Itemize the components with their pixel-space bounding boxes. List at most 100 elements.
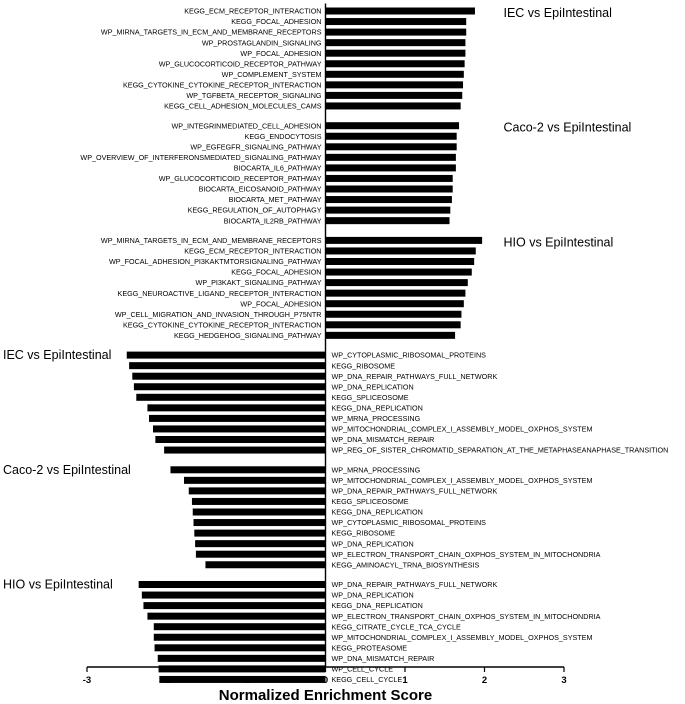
bar xyxy=(153,623,326,631)
bar xyxy=(325,206,451,214)
bar xyxy=(325,174,453,182)
bar-label: KEGG_CYTOKINE_CYTOKINE_RECEPTOR_INTERACT… xyxy=(123,80,322,89)
bar-label: KEGG_PROTEASOME xyxy=(332,643,408,652)
bar xyxy=(325,18,467,26)
group-title: IEC vs EpiIntestinal xyxy=(504,6,612,20)
bar xyxy=(170,466,326,474)
bar-label: WP_MIRNA_TARGETS_IN_ECM_AND_MEMBRANE_REC… xyxy=(101,28,322,37)
bar xyxy=(205,561,326,569)
bar xyxy=(325,268,472,276)
bar-label: KEGG_RIBOSOME xyxy=(332,361,396,370)
bar xyxy=(325,217,450,225)
bar xyxy=(325,153,456,161)
bar xyxy=(191,497,326,505)
bar-label: WP_TGFBETA_RECEPTOR_SIGNALING xyxy=(186,91,322,100)
x-tick-label: -3 xyxy=(83,675,91,686)
group-title: HIO vs EpiIntestinal xyxy=(504,235,614,249)
bar-label: KEGG_ECM_RECEPTOR_INTERACTION xyxy=(184,247,321,256)
bar xyxy=(325,196,452,204)
bar xyxy=(129,362,326,370)
bar-label: KEGG_SPLICEOSOME xyxy=(332,497,409,506)
bar-label: KEGG_FOCAL_ADHESION xyxy=(231,268,321,277)
bar-label: WP_COMPLEMENT_SYSTEM xyxy=(222,70,322,79)
bar-label: WP_DNA_REPLICATION xyxy=(332,382,414,391)
bar xyxy=(325,39,466,47)
bar xyxy=(192,508,326,516)
bar-label: KEGG_CELL_ADHESION_MOLECULES_CAMS xyxy=(164,102,322,111)
bar-label: WP_MITOCHONDRIAL_COMPLEX_I_ASSEMBLY_MODE… xyxy=(332,425,593,434)
bar-label: WP_MITOCHONDRIAL_COMPLEX_I_ASSEMBLY_MODE… xyxy=(332,633,593,642)
bar-label: WP_PI3KAKT_SIGNALING_PATHWAY xyxy=(196,278,322,287)
bar-label: WP_CELL_MIGRATION_AND_INVASION_THROUGH_P… xyxy=(115,310,322,319)
bar-label: WP_DNA_MISMATCH_REPAIR xyxy=(332,435,435,444)
bar-label: KEGG_DNA_REPLICATION xyxy=(332,508,423,517)
bar xyxy=(325,310,462,318)
bar xyxy=(325,143,457,151)
bar-label: WP_FOCAL_ADHESION_PI3KAKTMTORSIGNALING_P… xyxy=(109,257,322,266)
bar xyxy=(155,436,326,443)
bar xyxy=(183,476,326,484)
bar-label: WP_ELECTRON_TRANSPORT_CHAIN_OXPHOS_SYSTE… xyxy=(332,612,601,621)
bar xyxy=(325,7,475,15)
bar xyxy=(325,91,463,99)
x-tick-label: 2 xyxy=(482,675,487,686)
bar-label: BIOCARTA_MET_PATHWAY xyxy=(229,195,322,204)
bar-label: WP_GLUCOCORTICOID_RECEPTOR_PATHWAY xyxy=(159,59,322,68)
bar xyxy=(325,247,476,255)
group-title: HIO vs EpiIntestinal xyxy=(3,578,113,592)
bar-label: WP_FOCAL_ADHESION xyxy=(240,49,321,58)
bar-label: WP_DNA_REPAIR_PATHWAYS_FULL_NETWORK xyxy=(332,580,498,589)
bar-label: WP_CYTOPLASMIC_RIBOSOMAL_PROTEINS xyxy=(332,518,487,527)
bar xyxy=(133,383,326,391)
x-tick-label: -2 xyxy=(162,675,170,686)
group-title: Caco-2 vs EpiIntestinal xyxy=(504,121,632,135)
bar xyxy=(154,644,326,652)
bar xyxy=(325,122,460,130)
x-axis-title: Normalized Enrichment Score xyxy=(219,687,432,704)
bar xyxy=(325,132,457,140)
bar xyxy=(157,654,326,662)
bar xyxy=(195,540,326,548)
bar-label: KEGG_REGULATION_OF_AUTOPHAGY xyxy=(188,206,322,215)
bar xyxy=(147,612,326,620)
bar-label: WP_PROSTAGLANDIN_SIGNALING xyxy=(202,38,322,47)
bar xyxy=(147,404,326,412)
bar xyxy=(195,550,326,558)
bar xyxy=(194,529,326,537)
bar-label: KEGG_CYTOKINE_CYTOKINE_RECEPTOR_INTERACT… xyxy=(123,320,322,329)
x-tick-label: 1 xyxy=(402,675,408,686)
bar-label: WP_DNA_REPAIR_PATHWAYS_FULL_NETWORK xyxy=(332,372,498,381)
bar xyxy=(325,164,456,172)
bar xyxy=(141,591,326,599)
bar xyxy=(325,300,464,308)
bar xyxy=(153,633,326,641)
bar-label: WP_DNA_REPAIR_PATHWAYS_FULL_NETWORK xyxy=(332,487,498,496)
bar xyxy=(325,60,465,68)
bar-label: KEGG_CITRATE_CYCLE_TCA_CYCLE xyxy=(332,622,461,631)
bar-label: WP_CELL_CYCLE xyxy=(332,665,394,674)
bar xyxy=(325,321,461,329)
bar-label: WP_OVERVIEW_OF_INTERFERONSMEDIATED_SIGNA… xyxy=(80,153,321,162)
bar-label: BIOCARTA_IL2RB_PATHWAY xyxy=(224,216,322,225)
bar xyxy=(325,70,464,78)
bar xyxy=(158,665,326,673)
bar-label: KEGG_DNA_REPLICATION xyxy=(332,601,423,610)
group-title: IEC vs EpiIntestinal xyxy=(3,348,111,362)
bar xyxy=(126,351,326,359)
bar xyxy=(188,487,326,495)
bar xyxy=(325,28,467,36)
bar xyxy=(132,372,326,380)
bar-label: KEGG_HEDGEHOG_SIGNALING_PATHWAY xyxy=(174,331,322,340)
bar xyxy=(325,49,466,57)
bar-label: KEGG_AMINOACYL_TRNA_BIOSYNTHESIS xyxy=(332,560,480,569)
bar-label: BIOCARTA_EICOSANOID_PATHWAY xyxy=(199,185,322,194)
bar-label: WP_DNA_MISMATCH_REPAIR xyxy=(332,654,435,663)
bar-label: KEGG_ECM_RECEPTOR_INTERACTION xyxy=(184,7,321,16)
bar xyxy=(325,289,466,297)
bar xyxy=(152,425,326,433)
x-tick-label: -1 xyxy=(242,675,251,686)
bar-label: KEGG_ENDOCYTOSIS xyxy=(245,132,322,141)
bar-label: WP_GLUCOCORTICOID_RECEPTOR_PATHWAY xyxy=(159,174,322,183)
bar-label: WP_MIRNA_TARGETS_IN_ECM_AND_MEMBRANE_REC… xyxy=(101,236,322,245)
group-title: Caco-2 vs EpiIntestinal xyxy=(3,463,131,477)
